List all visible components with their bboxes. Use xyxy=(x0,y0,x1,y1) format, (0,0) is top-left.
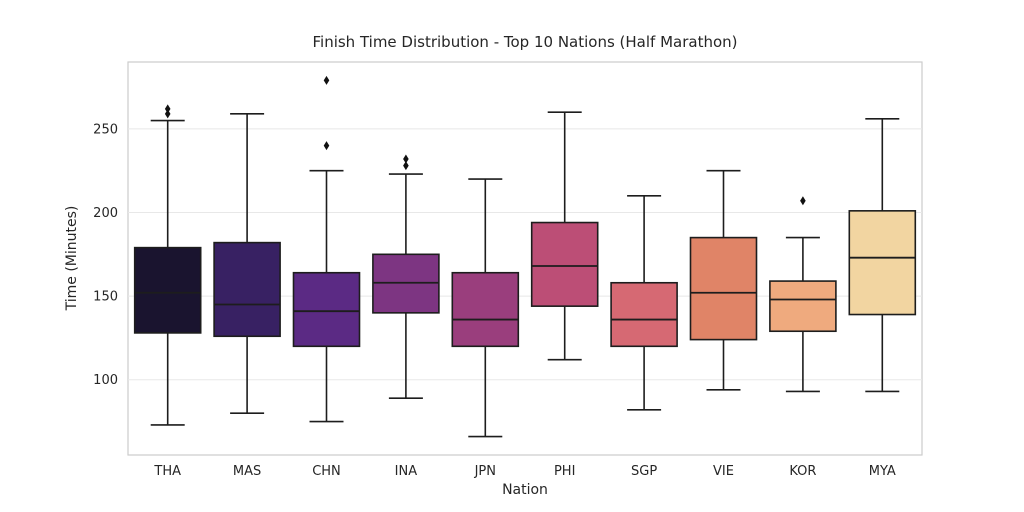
box-SGP xyxy=(610,281,678,348)
x-tick-label-INA: INA xyxy=(395,464,418,479)
y-tick-label-150: 150 xyxy=(93,290,118,305)
y-tick-label-250: 250 xyxy=(93,122,118,137)
outlier-marker-THA-1 xyxy=(164,104,171,114)
box-JPN xyxy=(451,271,520,348)
x-tick-label-THA: THA xyxy=(153,464,181,479)
x-tick-label-PHI: PHI xyxy=(554,464,575,479)
outlier-marker-CHN-1 xyxy=(323,75,330,85)
x-tick-label-KOR: KOR xyxy=(789,464,816,479)
x-tick-label-SGP: SGP xyxy=(631,464,657,479)
chart-title: Finish Time Distribution - Top 10 Nation… xyxy=(312,33,738,51)
box-CHN xyxy=(292,271,361,348)
x-tick-label-MYA: MYA xyxy=(869,464,896,479)
x-tick-label-CHN: CHN xyxy=(312,464,341,479)
x-axis-label: Nation xyxy=(502,482,548,498)
y-tick-label-200: 200 xyxy=(93,206,118,221)
outlier-marker-INA-1 xyxy=(403,154,409,164)
box-VIE xyxy=(689,236,758,341)
outlier-marker-KOR-0 xyxy=(800,196,806,206)
box-MYA xyxy=(848,210,917,316)
outlier-marker-INA-0 xyxy=(403,161,409,171)
outlier-marker-CHN-0 xyxy=(323,141,330,151)
x-tick-label-JPN: JPN xyxy=(474,464,496,479)
y-tick-label-100: 100 xyxy=(93,373,118,388)
box-MAS xyxy=(213,241,281,338)
x-tick-label-VIE: VIE xyxy=(713,464,734,479)
box-PHI xyxy=(530,221,599,307)
box-KOR xyxy=(769,280,837,333)
x-tick-label-MAS: MAS xyxy=(233,464,261,479)
outlier-marker-THA-0 xyxy=(164,109,171,119)
box-THA xyxy=(133,246,202,334)
